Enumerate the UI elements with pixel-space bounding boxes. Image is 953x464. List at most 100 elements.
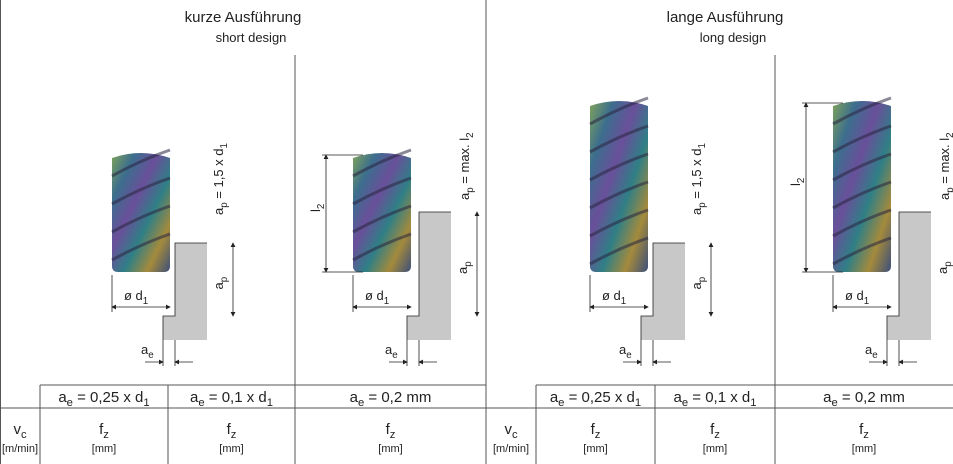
flute [589,124,649,154]
text-part: a [385,342,393,357]
flute [832,124,892,154]
text-part: ø d [124,288,143,303]
flute [832,208,892,238]
subscript: e [831,397,837,409]
workpiece-edge [162,242,207,340]
section-title: kurze Ausführung [185,9,302,26]
text-part: l [308,209,323,212]
subscript: e [198,397,204,409]
subscript: z [390,429,396,441]
d1-label: ø d1 [602,288,626,307]
text-part: = max. l [937,138,952,188]
subscript: p [945,187,953,193]
text-part: a [211,282,226,290]
text-part: = 1,5 x d [211,148,226,202]
column-unit: [mm] [378,443,402,455]
flute [111,148,171,178]
subscript: e [67,397,73,409]
subscript: e [682,397,688,409]
section-subtitle: long design [700,30,767,45]
subscript: 1 [384,296,389,307]
text-part: a [455,266,470,274]
subscript: 2 [316,204,327,209]
flute [352,148,412,178]
subscript: z [595,429,601,441]
workpiece [887,212,931,340]
column-symbol: vc [13,421,27,441]
d1-label: ø d1 [365,288,389,307]
text-part: a [689,282,704,290]
subscript: 1 [750,397,756,409]
text-part: a [58,389,67,406]
subscript: e [148,350,153,361]
ap-rule: ap = 1,5 x d1 [689,143,708,215]
text-part: ø d [365,288,384,303]
text-part: a [823,389,832,406]
subscript: 1 [143,296,148,307]
condition: ae = 0,1 x d1 [190,389,273,409]
text-part: a [141,342,149,357]
flute [352,176,412,206]
subscript: 1 [219,143,230,148]
text-part: l [788,183,803,186]
l2-label: l2 [308,204,327,212]
ae-label: ae [619,342,632,361]
subscript: e [872,350,877,361]
workpiece [407,212,451,340]
subscript: e [626,350,631,361]
subscript: 2 [945,132,953,137]
subscript: p [697,202,708,208]
flute [832,180,892,210]
subscript: 1 [635,397,641,409]
section-title: lange Ausführung [667,9,784,26]
text-part: a [865,342,873,357]
subscript: 1 [143,397,149,409]
subscript: p [219,276,230,282]
text-part: v [13,421,21,438]
flute [832,96,892,126]
subscript: c [512,429,518,441]
ap-label: ap [455,261,474,274]
d1-label: ø d1 [124,288,148,307]
subscript: 1 [621,296,626,307]
subscript: e [392,350,397,361]
text-part: f [591,421,596,438]
ap-rule: ap = 1,5 x d1 [211,143,230,215]
d1-label: ø d1 [845,288,869,307]
flute [589,152,649,182]
column-symbol: fz [591,421,601,441]
subscript: 2 [796,178,807,183]
text-part: a [457,192,472,200]
subscript: p [465,187,476,193]
subscript: p [943,261,953,267]
column-unit: [mm] [703,443,727,455]
column-unit: [mm] [583,443,607,455]
flute [111,204,171,234]
column-unit: [mm] [219,443,243,455]
flute [589,208,649,238]
text-part: v [504,421,512,438]
text-part: a [350,389,359,406]
column-unit: [m/min] [493,443,529,455]
text-part: a [674,389,683,406]
text-part: = max. l [457,138,472,188]
text-part: a [190,389,199,406]
ap-label: ap [689,276,708,289]
condition: ae = 0,25 x d1 [550,389,641,409]
flute [589,236,649,266]
subscript: z [231,429,237,441]
flute [589,180,649,210]
text-part: f [99,421,104,438]
subscript: 1 [267,397,273,409]
text-part: f [386,421,391,438]
flute [832,236,892,266]
workpiece-edge [640,242,685,340]
column-symbol: fz [99,421,109,441]
ap-rule: ap = max. l2 [937,132,953,200]
text-part: = 0,1 x d [688,389,750,406]
text-part: a [550,389,559,406]
column-symbol: fz [386,421,396,441]
subscript: z [863,429,869,441]
